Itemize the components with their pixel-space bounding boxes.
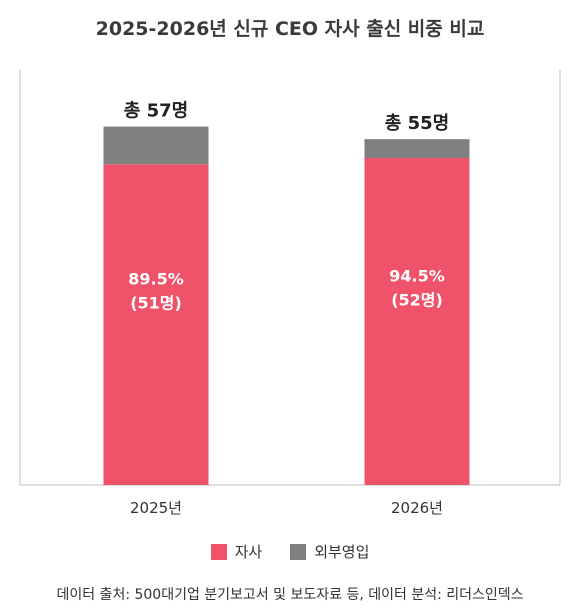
legend-swatch-external: [290, 543, 307, 560]
legend-item-internal: 자사: [210, 541, 263, 562]
bar-segment-internal-2: [364, 158, 470, 485]
pct-label-1: 89.5%: [128, 270, 184, 289]
chart-title: 2025-2026년 신규 CEO 자사 출신 비중 비교: [95, 18, 485, 40]
count-label-2: (52명): [391, 291, 443, 310]
pct-label-2: 94.5%: [389, 267, 445, 286]
legend-label-internal: 자사: [234, 543, 263, 561]
bar-segment-external-2: [364, 139, 470, 159]
legend-item-external: 외부영입: [290, 541, 369, 562]
data-source-note: 데이터 출처: 500대기업 분기보고서 및 보도자료 등, 데이터 분석: 리…: [56, 587, 524, 603]
plot-frame: [19, 70, 561, 486]
legend-swatch-internal: [210, 543, 227, 560]
legend-label-external: 외부영입: [314, 543, 370, 561]
x-tick-label-1: 2025년: [130, 499, 182, 517]
total-label-1: 총 57명: [124, 101, 188, 122]
bar-segment-internal-1: [103, 164, 209, 485]
labels-group: 총 57명 89.5% (51명) 2025년 총 55명 94.5% (52명) 2026년: [124, 101, 449, 517]
stacked-bar-chart: 총 57명 89.5% (51명) 2025년 총 55명 94.5% (52명) 2026년: [19, 70, 561, 517]
legend: 자사 외부영입: [0, 541, 580, 562]
x-tick-label-2: 2026년: [391, 499, 443, 517]
total-label-2: 총 55명: [385, 113, 449, 134]
bars-group: [103, 126, 470, 485]
bar-segment-external-1: [103, 126, 209, 165]
count-label-1: (51명): [130, 294, 182, 313]
